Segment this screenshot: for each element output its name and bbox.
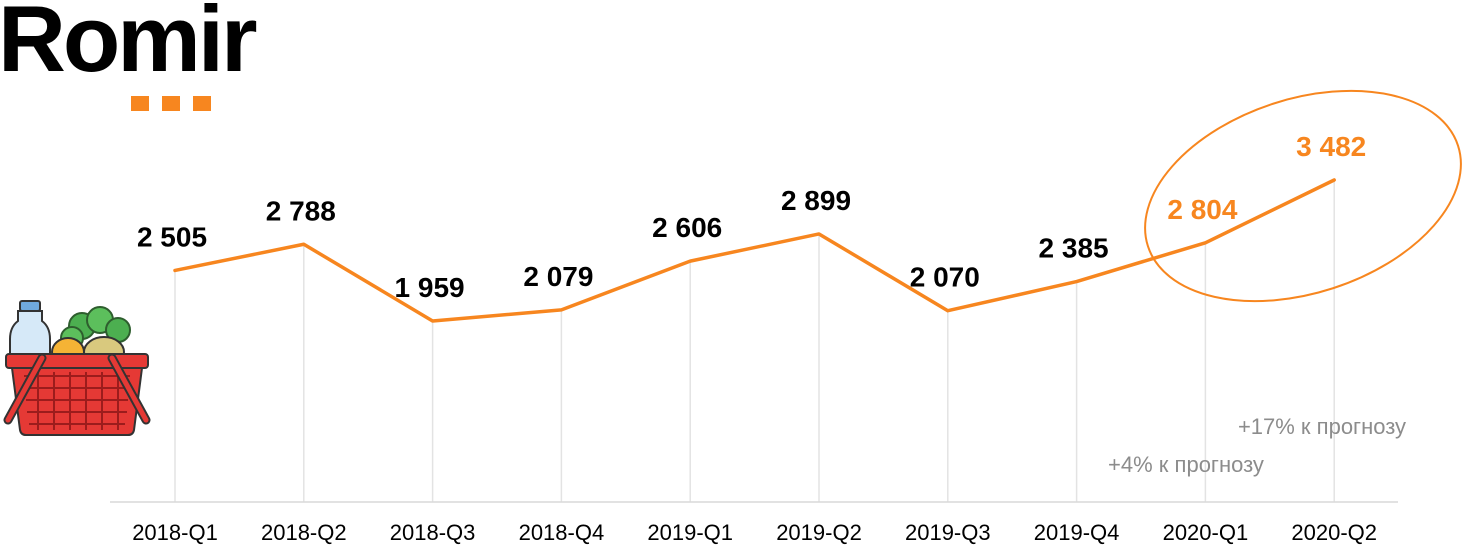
- x-tick-label: 2019-Q3: [905, 520, 991, 545]
- data-label: 2 385: [1039, 233, 1109, 264]
- annotation-forecast-q2: +17% к прогнозу: [1238, 414, 1406, 439]
- logo-text: Romir: [0, 0, 258, 91]
- x-tick-label: 2018-Q3: [390, 520, 476, 545]
- data-label: 2 804: [1167, 194, 1237, 225]
- annotation-forecast-q1: +4% к прогнозу: [1108, 452, 1264, 477]
- data-label: 2 606: [652, 212, 722, 243]
- data-label: 2 070: [910, 262, 980, 293]
- grocery-basket-icon: [3, 300, 151, 436]
- data-label: 2 079: [523, 261, 593, 292]
- data-label: 1 959: [395, 272, 465, 303]
- data-label: 3 482: [1296, 131, 1366, 162]
- romir-logo: Romir: [0, 0, 308, 114]
- data-label: 2 788: [266, 195, 336, 226]
- grid-lines: [174, 180, 1335, 502]
- x-tick-labels: 2018-Q1 2018-Q2 2018-Q3 2018-Q4 2019-Q1 2019-…: [132, 520, 1377, 545]
- value-labels: 2 505 2 788 1 959 2 079 2 606 2 899 2 070 2 385…: [137, 131, 1366, 303]
- series-line-layer: [173, 178, 1336, 323]
- x-tick-label: 2018-Q2: [261, 520, 347, 545]
- logo-dot: [162, 96, 180, 111]
- x-tick-label: 2018-Q1: [132, 520, 218, 545]
- x-tick-label: 2018-Q4: [519, 520, 605, 545]
- data-label: 2 899: [781, 185, 851, 216]
- x-tick-label: 2020-Q2: [1291, 520, 1377, 545]
- data-label: 2 505: [137, 221, 207, 252]
- x-tick-label: 2019-Q1: [647, 520, 733, 545]
- x-tick-label: 2020-Q1: [1163, 520, 1249, 545]
- logo-dot: [131, 96, 149, 111]
- x-tick-label: 2019-Q4: [1034, 520, 1120, 545]
- highlight-ellipse: [1144, 89, 1462, 303]
- x-tick-label: 2019-Q2: [776, 520, 862, 545]
- logo-dot: [193, 96, 211, 111]
- logo-dots: [131, 96, 211, 111]
- series-line: [173, 178, 1336, 323]
